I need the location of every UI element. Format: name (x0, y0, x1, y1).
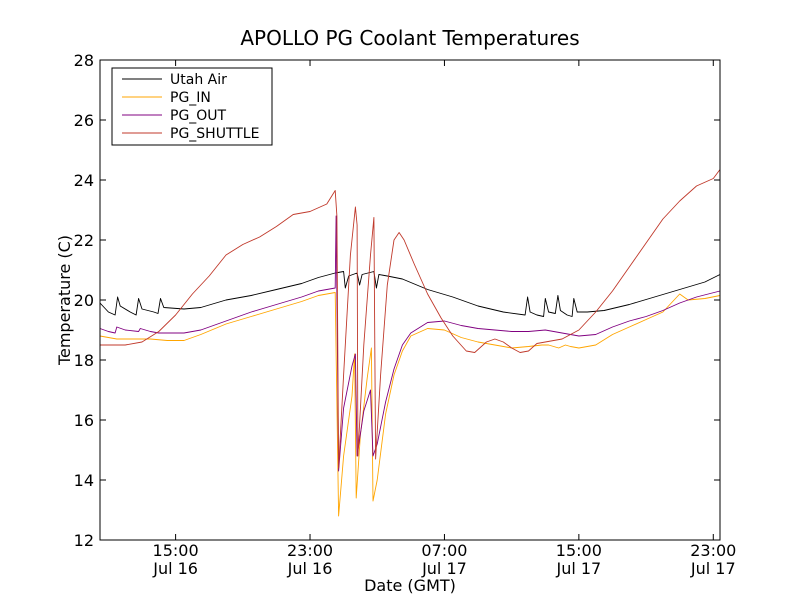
series-line-utah-air (99, 271, 721, 317)
y-tick-label: 28 (74, 51, 94, 70)
x-tick-date-label: Jul 17 (690, 559, 736, 578)
y-tick-label: 24 (74, 171, 94, 190)
legend-label-pg-shuttle: PG_SHUTTLE (170, 126, 259, 142)
legend: Utah Air PG_IN PG_OUT PG_SHUTTLE (111, 67, 273, 146)
y-tick-label: 26 (74, 111, 94, 130)
y-axis: 12 14 16 18 20 22 24 26 28 (74, 51, 720, 550)
x-tick-date-label: Jul 16 (287, 559, 333, 578)
y-axis-title: Temperature (C) (55, 235, 74, 366)
y-tick-label: 18 (74, 351, 94, 370)
x-tick-date-label: Jul 17 (421, 559, 467, 578)
legend-label-utah-air: Utah Air (170, 72, 227, 88)
legend-box (111, 67, 273, 146)
y-tick-label: 14 (74, 471, 94, 490)
x-tick-time-label: 23:00 (287, 541, 333, 560)
y-tick-label: 16 (74, 411, 94, 430)
y-tick-label: 12 (74, 531, 94, 550)
chart-title: APOLLO PG Coolant Temperatures (240, 26, 579, 50)
series-layer (99, 169, 721, 517)
legend-label-pg-in: PG_IN (170, 90, 211, 106)
series-line-pg-shuttle (100, 169, 721, 469)
x-tick-time-label: 07:00 (421, 541, 467, 560)
y-tick-label: 22 (74, 231, 94, 250)
x-tick-date-label: Jul 16 (152, 559, 198, 578)
y-tick-label: 20 (74, 291, 94, 310)
legend-label-pg-out: PG_OUT (170, 108, 227, 124)
x-tick-time-label: 15:00 (153, 541, 199, 560)
x-axis-title: Date (GMT) (364, 576, 456, 595)
series-line-pg-out (99, 215, 721, 472)
x-tick-time-label: 15:00 (556, 541, 602, 560)
x-tick-time-label: 23:00 (690, 541, 736, 560)
x-tick-date-label: Jul 17 (555, 559, 601, 578)
series-line-pg-in (99, 292, 721, 517)
